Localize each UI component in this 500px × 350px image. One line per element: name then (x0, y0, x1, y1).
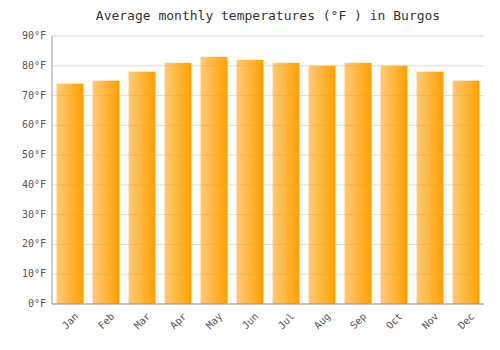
y-tick-label: 90°F (22, 30, 46, 41)
x-axis-line (52, 304, 484, 305)
y-tick-label: 60°F (22, 119, 46, 130)
bar (453, 81, 480, 304)
bar (237, 60, 264, 304)
y-tick-label: 80°F (22, 60, 46, 71)
y-tick-label: 20°F (22, 238, 46, 249)
bar (381, 66, 408, 304)
bar (165, 63, 192, 304)
x-tick-label: Dec (456, 311, 477, 332)
y-axis: 0°F 10°F 20°F 30°F 40°F 50°F 60°F 70°F 80°F 90°F (22, 30, 46, 309)
bar (57, 84, 84, 304)
y-axis-line (52, 36, 53, 304)
y-tick-label: 30°F (22, 209, 46, 220)
x-tick-label: Aug (312, 311, 333, 332)
y-tick-label: 40°F (22, 179, 46, 190)
x-tick-label: Oct (384, 311, 405, 332)
x-tick-label: Nov (420, 311, 441, 332)
grid-line (52, 36, 484, 37)
y-tick-label: 0°F (28, 298, 46, 309)
x-tick-label: Feb (96, 311, 117, 332)
y-tick-label: 50°F (22, 149, 46, 160)
bars (57, 57, 480, 304)
grid-line (52, 304, 484, 305)
x-tick-label: Apr (168, 311, 189, 332)
y-tick-label: 10°F (22, 268, 46, 279)
bar (201, 57, 228, 304)
x-axis: Jan Feb Mar Apr May Jun Jul Aug Sep Oct Nov Dec (60, 311, 477, 332)
grid (52, 36, 484, 304)
bar (309, 66, 336, 304)
bar (345, 63, 372, 304)
chart-container: 0°F 10°F 20°F 30°F 40°F 50°F 60°F 70°F 80°F 90°F J… (0, 0, 500, 350)
bar (417, 72, 444, 304)
x-tick-label: Jul (276, 311, 297, 332)
bar (129, 72, 156, 304)
y-tick-label: 70°F (22, 90, 46, 101)
x-tick-label: May (204, 311, 225, 332)
bar (273, 63, 300, 304)
x-tick-label: Jan (60, 311, 81, 332)
title: Average monthly temperatures (°F ) in Bu… (96, 8, 440, 23)
bar (93, 81, 120, 304)
chart: 0°F 10°F 20°F 30°F 40°F 50°F 60°F 70°F 80°F 90°F J… (0, 0, 500, 350)
x-tick-label: Jun (240, 311, 261, 332)
x-tick-label: Sep (348, 311, 369, 332)
x-tick-label: Mar (132, 311, 153, 332)
grid-line (52, 65, 484, 66)
